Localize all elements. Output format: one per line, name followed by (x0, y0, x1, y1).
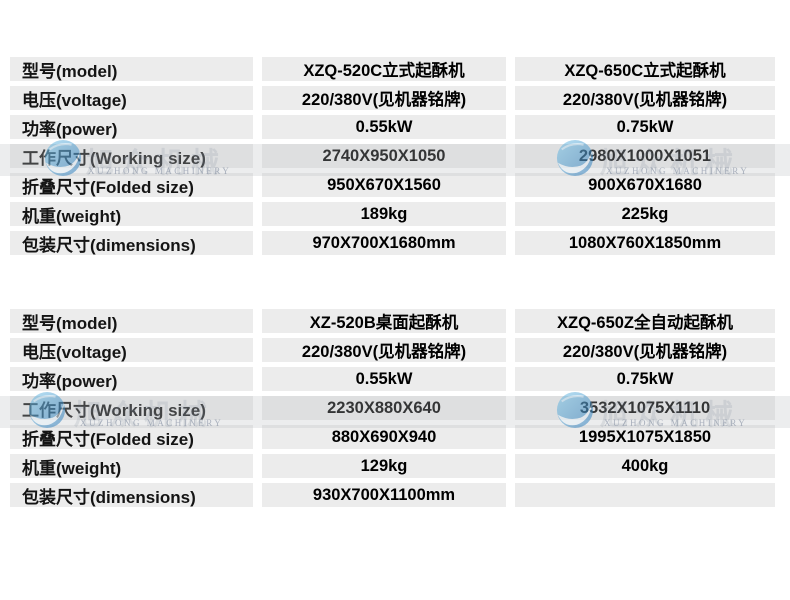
table-row: 工作尺寸(Working size) 2740X950X1050 2980X10… (10, 144, 775, 168)
spec-value: 0.55kW (355, 369, 413, 388)
spec-value-cell: XZQ-520C立式起酥机 (262, 57, 506, 81)
spec-value-cell: 0.55kW (262, 367, 506, 391)
spec-value: 1995X1075X1850 (578, 427, 712, 446)
spec-value: 930X700X1100mm (312, 485, 456, 504)
spec-value-cell: 129kg (262, 454, 506, 478)
spec-label-cell: 功率(power) (10, 367, 253, 391)
spec-value-cell: 220/380V(见机器铭牌) (515, 86, 775, 110)
table-row: 折叠尺寸(Folded size) 880X690X940 1995X1075X… (10, 425, 775, 449)
spec-value: 220/380V(见机器铭牌) (562, 91, 728, 109)
spec-value: 2740X950X1050 (322, 146, 446, 165)
spec-value: 880X690X940 (331, 427, 437, 446)
spec-value: 0.75kW (616, 369, 674, 388)
spec-value-cell: 970X700X1680mm (262, 231, 506, 255)
table-row: 包装尺寸(dimensions) 930X700X1100mm (10, 483, 775, 507)
spec-value-cell: 220/380V(见机器铭牌) (515, 338, 775, 362)
spec-value: 2230X880X640 (327, 398, 441, 417)
spec-value: XZQ-520C立式起酥机 (303, 62, 465, 80)
table-row: 机重(weight) 129kg 400kg (10, 454, 775, 478)
spec-label-cell: 功率(power) (10, 115, 253, 139)
spec-value-cell: 880X690X940 (262, 425, 506, 449)
spec-value-cell: 220/380V(见机器铭牌) (262, 86, 506, 110)
spec-value-cell: XZ-520B桌面起酥机 (262, 309, 506, 333)
spec-label-cell: 折叠尺寸(Folded size) (10, 425, 253, 449)
spec-value-cell: 0.75kW (515, 115, 775, 139)
spec-value-cell: 400kg (515, 454, 775, 478)
spec-value: XZQ-650Z全自动起酥机 (556, 314, 734, 332)
spec-value: 0.75kW (616, 117, 674, 136)
table-row: 包装尺寸(dimensions) 970X700X1680mm 1080X760… (10, 231, 775, 255)
spec-value: 225kg (621, 204, 669, 223)
spec-value-cell: 2980X1000X1051 (515, 144, 775, 168)
spec-table-top: 型号(model) XZQ-520C立式起酥机 XZQ-650C立式起酥机 电压… (10, 57, 775, 260)
spec-value-cell: 189kg (262, 202, 506, 226)
spec-value: 220/380V(见机器铭牌) (301, 91, 467, 109)
spec-value: 3532X1075X1110 (579, 398, 711, 417)
table-row: 折叠尺寸(Folded size) 950X670X1560 900X670X1… (10, 173, 775, 197)
spec-value: 189kg (360, 204, 408, 223)
spec-label-cell: 工作尺寸(Working size) (10, 144, 253, 168)
spec-value: XZ-520B桌面起酥机 (309, 314, 459, 332)
spec-value-cell: 930X700X1100mm (262, 483, 506, 507)
spec-label-cell: 机重(weight) (10, 202, 253, 226)
spec-value-cell: 225kg (515, 202, 775, 226)
table-row: 型号(model) XZ-520B桌面起酥机 XZQ-650Z全自动起酥机 (10, 309, 775, 333)
spec-value: 950X670X1560 (327, 175, 441, 194)
spec-label-cell: 包装尺寸(dimensions) (10, 231, 253, 255)
table-row: 机重(weight) 189kg 225kg (10, 202, 775, 226)
spec-value-cell: XZQ-650Z全自动起酥机 (515, 309, 775, 333)
spec-label-cell: 电压(voltage) (10, 338, 253, 362)
spec-value-cell: 1995X1075X1850 (515, 425, 775, 449)
table-row: 电压(voltage) 220/380V(见机器铭牌) 220/380V(见机器… (10, 338, 775, 362)
spec-value-cell: 2230X880X640 (262, 396, 506, 420)
spec-value-cell: 0.75kW (515, 367, 775, 391)
spec-value: 220/380V(见机器铭牌) (301, 343, 467, 361)
spec-label-cell: 工作尺寸(Working size) (10, 396, 253, 420)
spec-label-cell: 折叠尺寸(Folded size) (10, 173, 253, 197)
table-row: 电压(voltage) 220/380V(见机器铭牌) 220/380V(见机器… (10, 86, 775, 110)
spec-value-cell: XZQ-650C立式起酥机 (515, 57, 775, 81)
spec-label-cell: 型号(model) (10, 57, 253, 81)
spec-value: 0.55kW (355, 117, 413, 136)
spec-value: 2980X1000X1051 (578, 146, 712, 165)
table-row: 型号(model) XZQ-520C立式起酥机 XZQ-650C立式起酥机 (10, 57, 775, 81)
spec-value-cell: 2740X950X1050 (262, 144, 506, 168)
spec-label-cell: 包装尺寸(dimensions) (10, 483, 253, 507)
spec-value: 1080X760X1850mm (568, 233, 722, 252)
spec-table-bottom: 型号(model) XZ-520B桌面起酥机 XZQ-650Z全自动起酥机 电压… (10, 309, 775, 512)
spec-value-cell: 220/380V(见机器铭牌) (262, 338, 506, 362)
spec-label-cell: 型号(model) (10, 309, 253, 333)
spec-value: 970X700X1680mm (312, 233, 456, 252)
spec-value: 400kg (621, 456, 669, 475)
spec-value-cell: 900X670X1680 (515, 173, 775, 197)
spec-value-cell: 3532X1075X1110 (515, 396, 775, 420)
spec-label-cell: 电压(voltage) (10, 86, 253, 110)
table-row: 工作尺寸(Working size) 2230X880X640 3532X107… (10, 396, 775, 420)
spec-value-cell: 1080X760X1850mm (515, 231, 775, 255)
spec-value-cell: 950X670X1560 (262, 173, 506, 197)
spec-value: 129kg (360, 456, 408, 475)
spec-value: 220/380V(见机器铭牌) (562, 343, 728, 361)
spec-value: 900X670X1680 (588, 175, 702, 194)
table-row: 功率(power) 0.55kW 0.75kW (10, 367, 775, 391)
spec-value-cell (515, 483, 775, 507)
spec-value: XZQ-650C立式起酥机 (564, 62, 726, 80)
table-row: 功率(power) 0.55kW 0.75kW (10, 115, 775, 139)
spec-value-cell: 0.55kW (262, 115, 506, 139)
spec-label-cell: 机重(weight) (10, 454, 253, 478)
